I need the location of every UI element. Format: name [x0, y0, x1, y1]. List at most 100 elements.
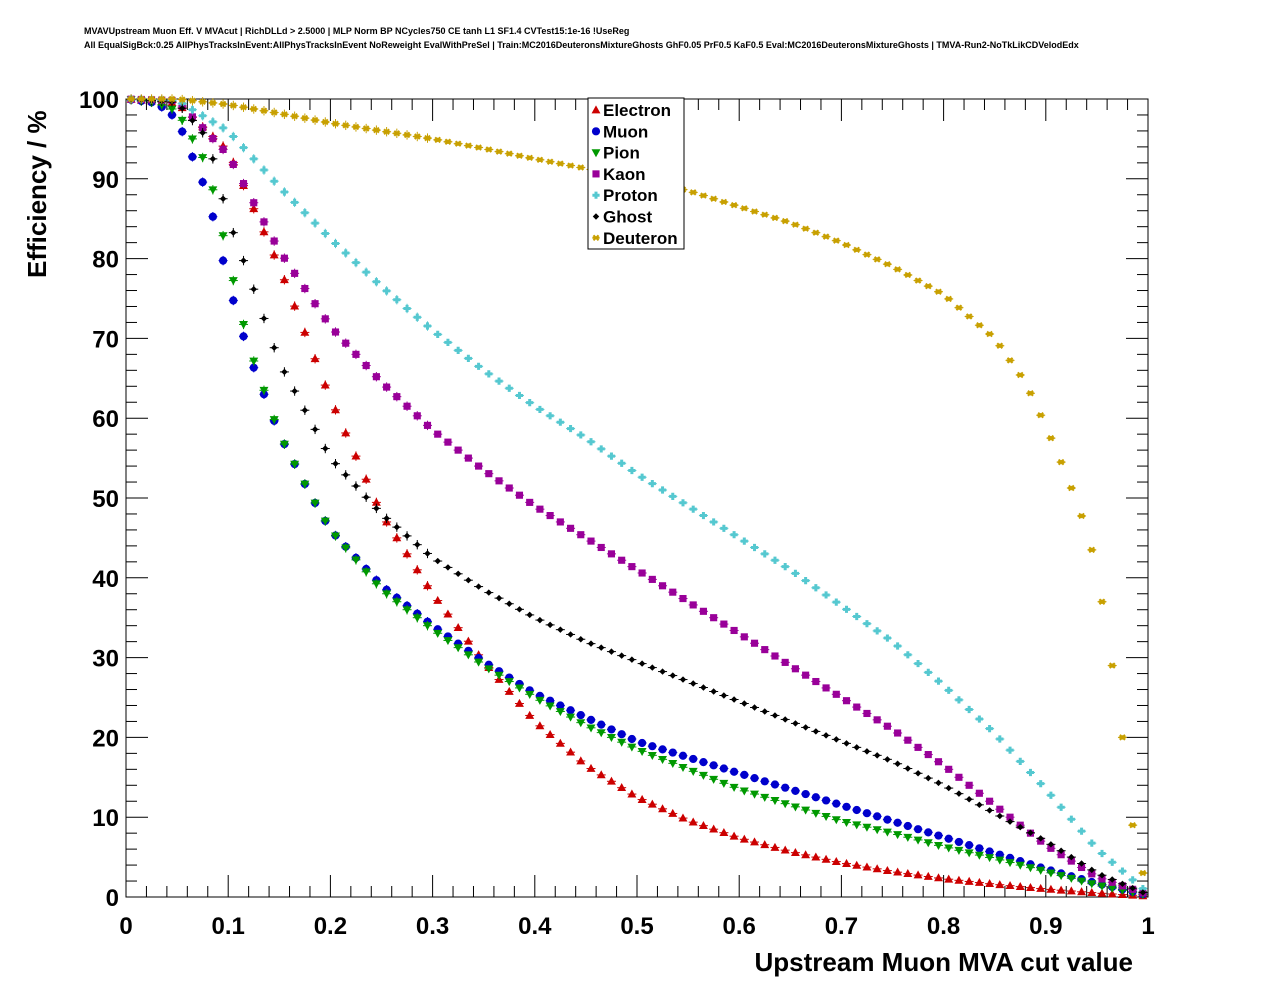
y-tick-label: 70 [92, 326, 119, 353]
point-deuteron [720, 198, 728, 206]
point-proton [975, 715, 983, 723]
point-muon [576, 710, 585, 720]
point-ghost [311, 426, 319, 433]
point-proton [505, 384, 513, 392]
point-ghost [1129, 884, 1136, 892]
point-proton [301, 209, 309, 217]
point-electron [719, 828, 729, 837]
point-deuteron [740, 205, 748, 212]
point-deuteron [393, 130, 401, 137]
point-muon [648, 742, 657, 751]
point-kaon [331, 328, 340, 336]
point-ghost [240, 257, 247, 264]
point-proton [965, 705, 973, 714]
point-electron [811, 852, 821, 861]
point-ghost [219, 195, 227, 202]
point-kaon [434, 430, 442, 438]
point-ghost [1068, 853, 1075, 861]
point-ghost [761, 708, 768, 715]
point-proton [413, 313, 421, 321]
point-kaon [587, 537, 595, 545]
point-proton [556, 418, 564, 426]
point-electron [607, 776, 616, 785]
point-ghost [362, 493, 370, 501]
point-kaon [628, 563, 636, 571]
point-ghost [1139, 889, 1147, 896]
point-ghost [649, 664, 656, 671]
point-proton [648, 480, 656, 488]
point-proton [1057, 803, 1065, 811]
x-tick-label: 0.9 [1029, 913, 1062, 940]
point-deuteron [383, 128, 391, 135]
point-muon [954, 837, 964, 847]
point-kaon [965, 781, 973, 789]
point-proton [546, 412, 554, 420]
point-muon [566, 706, 575, 715]
point-ghost [1017, 823, 1024, 831]
point-pion [801, 806, 811, 815]
point-kaon [495, 477, 503, 485]
point-electron [760, 840, 770, 849]
point-pion [678, 763, 688, 772]
point-pion [923, 839, 933, 848]
point-pion [811, 809, 821, 818]
point-pion [300, 480, 310, 489]
point-proton [720, 524, 728, 532]
point-kaon [342, 339, 350, 347]
point-ghost [189, 117, 196, 124]
point-muon [750, 773, 759, 783]
point-deuteron [536, 156, 544, 164]
point-electron [964, 876, 974, 885]
point-pion [290, 460, 300, 469]
point-pion [545, 702, 555, 711]
x-tick-label: 0 [119, 913, 132, 940]
point-pion [842, 819, 851, 828]
point-ghost [281, 368, 288, 376]
point-kaon [934, 758, 943, 766]
point-deuteron [403, 131, 411, 139]
point-kaon [689, 601, 697, 609]
point-pion [903, 833, 913, 842]
point-kaon [648, 575, 656, 583]
point-ghost [557, 626, 564, 633]
point-deuteron [802, 225, 810, 232]
point-ghost [720, 692, 728, 699]
point-kaon [904, 736, 912, 744]
point-kaon [352, 350, 360, 358]
point-kaon [832, 690, 840, 698]
point-muon [760, 777, 769, 786]
point-ghost [230, 229, 237, 236]
point-kaon [291, 269, 299, 277]
point-electron [1087, 887, 1097, 896]
point-kaon [301, 284, 309, 293]
point-electron [1026, 882, 1035, 891]
point-electron [974, 877, 984, 886]
point-pion [218, 232, 228, 241]
point-kaon [740, 633, 748, 641]
point-ghost [393, 523, 401, 531]
point-pion [515, 684, 524, 693]
point-deuteron [1139, 869, 1147, 877]
point-kaon [638, 569, 646, 577]
point-pion [371, 580, 381, 589]
y-tick-label: 100 [79, 87, 119, 114]
point-kaon [720, 620, 728, 628]
point-pion [177, 116, 187, 125]
point-ghost [1098, 871, 1106, 879]
point-kaon [485, 470, 493, 478]
point-proton [924, 668, 932, 676]
point-proton [996, 735, 1004, 743]
point-electron [831, 856, 841, 865]
point-proton [372, 278, 380, 286]
point-ghost [546, 621, 554, 629]
point-muon [218, 256, 228, 265]
point-proton [270, 177, 278, 185]
point-electron [893, 867, 903, 876]
point-electron [320, 380, 330, 389]
point-proton [740, 537, 748, 545]
point-muon [627, 734, 636, 744]
point-deuteron [515, 152, 524, 159]
point-proton [730, 531, 738, 539]
point-ghost [669, 672, 676, 679]
point-electron [842, 858, 851, 867]
